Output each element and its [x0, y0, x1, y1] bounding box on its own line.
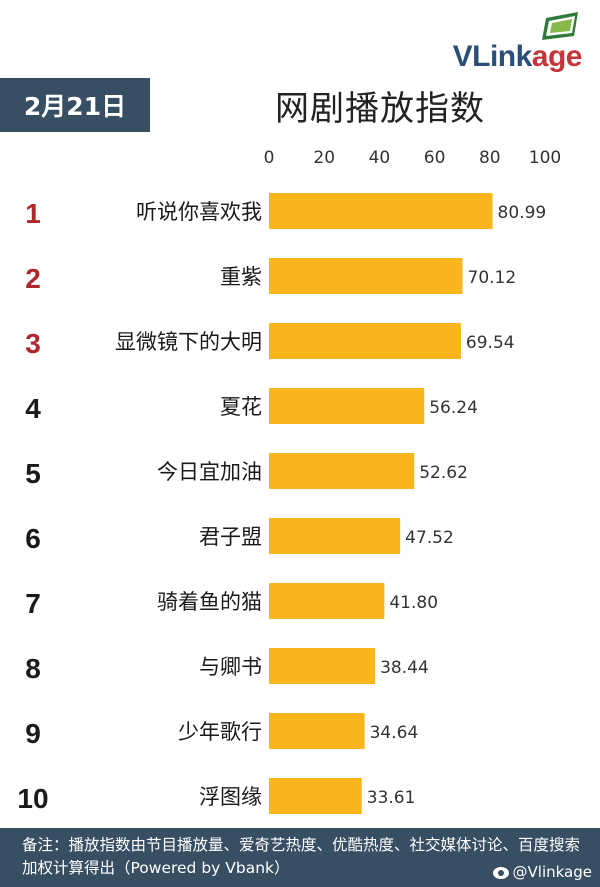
watermark-text: @Vlinkage [512, 863, 592, 881]
rank-number: 5 [25, 458, 41, 489]
footnote-text: 备注：播放指数由节目播放量、爱奇艺热度、优酷热度、社交媒体讨论、百度搜索加权计算… [22, 836, 581, 877]
category-label: 与卿书 [199, 655, 262, 679]
rank-number: 2 [25, 263, 41, 294]
rank-number: 4 [25, 393, 41, 424]
category-label: 少年歌行 [178, 720, 262, 744]
category-label: 夏花 [220, 395, 262, 419]
bar-chart: 0 20 40 60 80 100 1 听说你喜欢我 80.99 2 重紫 70.12 3 显微镜下的大明… [17, 148, 561, 814]
data-label: 56.24 [429, 398, 478, 418]
rank-number: 10 [17, 783, 48, 814]
date-badge: 2月21日 [0, 78, 150, 132]
x-tick-label: 20 [313, 148, 335, 168]
bar [269, 388, 425, 424]
category-label: 重紫 [220, 265, 262, 289]
data-label: 38.44 [380, 658, 429, 678]
data-label: 47.52 [405, 528, 454, 548]
data-label: 34.64 [370, 723, 419, 743]
data-label: 70.12 [468, 268, 517, 288]
data-label: 41.80 [389, 593, 438, 613]
bar [269, 713, 365, 749]
category-label: 君子盟 [199, 525, 262, 549]
weibo-watermark: @Vlinkage [492, 861, 592, 884]
category-label: 骑着鱼的猫 [157, 590, 262, 614]
x-tick-label: 40 [369, 148, 391, 168]
data-label: 52.62 [419, 463, 468, 483]
bar [269, 453, 415, 489]
chart-title: 网剧播放指数 [275, 88, 485, 129]
bar [269, 518, 401, 554]
bar [269, 193, 493, 229]
rank-number: 1 [25, 198, 41, 229]
rank-number: 7 [25, 588, 41, 619]
rank-number: 3 [25, 328, 41, 359]
rank-number: 6 [25, 523, 41, 554]
x-tick-label: 100 [529, 148, 561, 168]
category-label: 听说你喜欢我 [136, 200, 262, 224]
brand-wordmark: VLinkage [452, 40, 583, 73]
data-label: 69.54 [466, 333, 515, 353]
bar [269, 583, 385, 619]
bar [269, 323, 461, 359]
category-label: 今日宜加油 [157, 460, 262, 484]
logo-icon [542, 12, 578, 40]
rank-number: 9 [25, 718, 41, 749]
x-tick-label: 60 [424, 148, 446, 168]
data-label: 80.99 [498, 203, 547, 223]
bar [269, 778, 362, 814]
category-label: 显微镜下的大明 [115, 330, 262, 354]
data-label: 33.61 [367, 788, 416, 808]
bar [269, 258, 463, 294]
x-tick-label: 0 [264, 148, 275, 168]
category-label: 浮图缘 [199, 785, 262, 809]
rank-number: 8 [25, 653, 41, 684]
bar [269, 648, 376, 684]
footnote: 备注：播放指数由节目播放量、爱奇艺热度、优酷热度、社交媒体讨论、百度搜索加权计算… [0, 828, 600, 887]
weibo-icon [492, 866, 509, 879]
x-tick-label: 80 [479, 148, 501, 168]
brand-logo: VLinkage [440, 10, 590, 73]
